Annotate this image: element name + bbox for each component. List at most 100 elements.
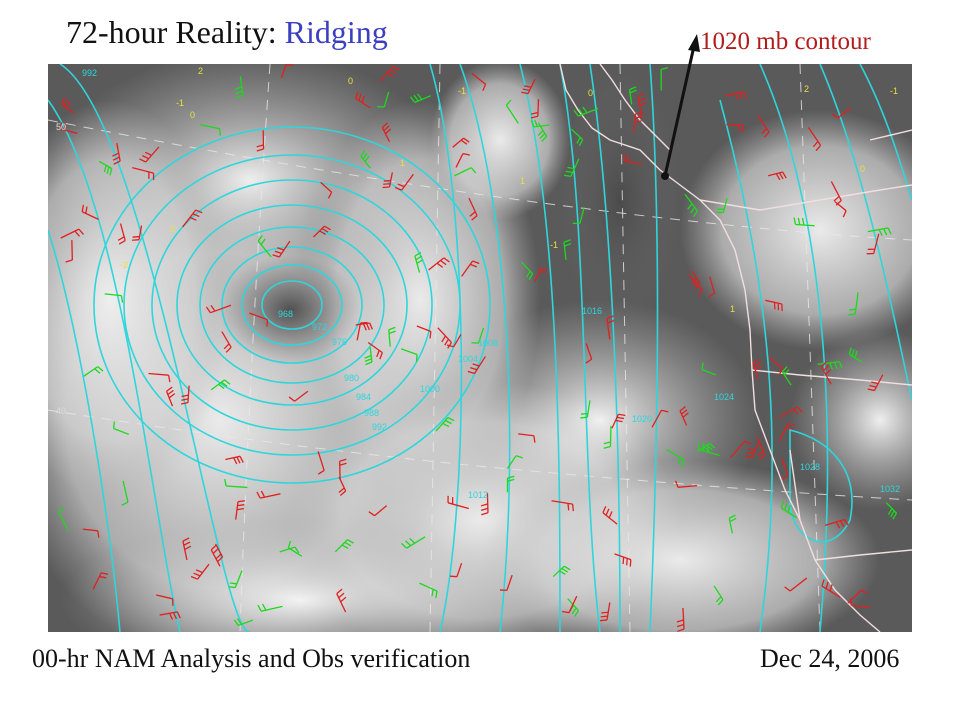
barb-flag (339, 490, 347, 497)
barb-flag (172, 612, 178, 620)
isobar-label: 1028 (800, 462, 820, 472)
wind-barb (562, 595, 578, 614)
wind-barb (834, 201, 847, 218)
barb-shaft (518, 433, 534, 437)
barb-flag (85, 206, 88, 214)
contour-annotation-label: 1020 mb contour (700, 28, 871, 55)
barb-flag (753, 362, 761, 368)
barb-shaft (414, 255, 421, 273)
barb-shaft (257, 240, 272, 258)
barb-flag (221, 381, 228, 387)
barb-flag (117, 236, 125, 241)
barb-shaft (249, 312, 268, 321)
barb-flag (580, 416, 588, 419)
wind-barb (182, 537, 192, 561)
barb-shaft (279, 546, 296, 553)
barb-flag (183, 541, 191, 546)
barb-flag (606, 315, 614, 320)
barb-shaft (473, 356, 486, 374)
barb-flag (360, 321, 368, 324)
barb-shaft (278, 240, 291, 258)
barb-flag (706, 444, 713, 451)
barb-shaft (199, 123, 220, 130)
barb-flag (851, 349, 855, 357)
barb-flag (142, 155, 149, 160)
wind-barb (65, 240, 73, 263)
wind-barb (688, 274, 703, 297)
wind-barb (585, 343, 593, 364)
barb-shaft (778, 423, 789, 442)
barb-flag (471, 215, 478, 221)
annotation-arrow (661, 34, 700, 180)
wind-barb (210, 379, 231, 391)
barb-flag (708, 292, 715, 298)
barb-flag (190, 575, 198, 580)
wind-barb (210, 544, 221, 567)
isobar-line (719, 99, 773, 632)
coastline-segment (789, 449, 801, 521)
barb-flag (564, 242, 572, 247)
wind-barb (552, 565, 571, 578)
barb-flag (634, 120, 642, 123)
barb-flag (228, 586, 236, 589)
barb-shaft (795, 223, 815, 227)
barb-shaft (537, 122, 548, 137)
barb-flag (565, 170, 573, 174)
barb-flag (416, 259, 424, 264)
wind-barb (821, 579, 841, 598)
barb-flag (369, 322, 373, 330)
barb-flag (778, 172, 784, 180)
wind-barb (637, 93, 647, 118)
barb-flag (687, 203, 693, 210)
wind-barb (82, 528, 100, 538)
barb-flag (754, 365, 762, 371)
barb-flag (266, 319, 269, 327)
barb-flag (195, 569, 203, 574)
barb-shaft (334, 539, 348, 553)
station-value: 0 (348, 76, 353, 86)
wind-barb (235, 76, 244, 99)
barb-flag (236, 94, 244, 99)
barb-shaft (570, 158, 580, 177)
wind-barb (756, 436, 766, 460)
barb-flag (436, 262, 444, 268)
wind-barb (449, 563, 463, 578)
barb-flag (365, 323, 370, 331)
isobar-line (459, 64, 511, 632)
barb-shaft (452, 137, 464, 148)
barb-shaft (92, 572, 102, 590)
barb-shaft (688, 274, 703, 291)
barb-shaft (210, 304, 232, 314)
barb-flag (409, 96, 416, 103)
coastline-segment (559, 64, 881, 632)
barb-flag (441, 335, 447, 343)
barb-shaft (468, 197, 478, 216)
barb-flag (522, 88, 530, 92)
barb-flag (533, 435, 536, 443)
wind-barb (563, 239, 572, 260)
barb-shaft (579, 207, 585, 224)
barb-flag (277, 247, 285, 251)
barb-shaft (381, 127, 391, 142)
wind-barb (471, 327, 485, 344)
barb-flag (869, 384, 877, 388)
barb-shaft (455, 153, 464, 168)
barb-flag (319, 230, 326, 236)
barb-flag (530, 115, 539, 119)
wind-barb (205, 304, 232, 314)
barb-flag (235, 86, 242, 91)
barb-flag (272, 254, 280, 258)
barb-flag (637, 93, 645, 98)
wind-barb (768, 171, 787, 181)
barb-shaft (378, 66, 394, 82)
isobar-ring (176, 204, 408, 406)
coastline (559, 64, 912, 632)
grid-line (239, 64, 271, 632)
barb-flag (415, 354, 418, 362)
wind-barb (355, 91, 371, 109)
barb-shaft (294, 390, 309, 402)
barb-flag (677, 628, 685, 632)
barb-shaft (239, 76, 244, 96)
barb-flag (262, 603, 267, 611)
wind-barb (697, 442, 716, 452)
